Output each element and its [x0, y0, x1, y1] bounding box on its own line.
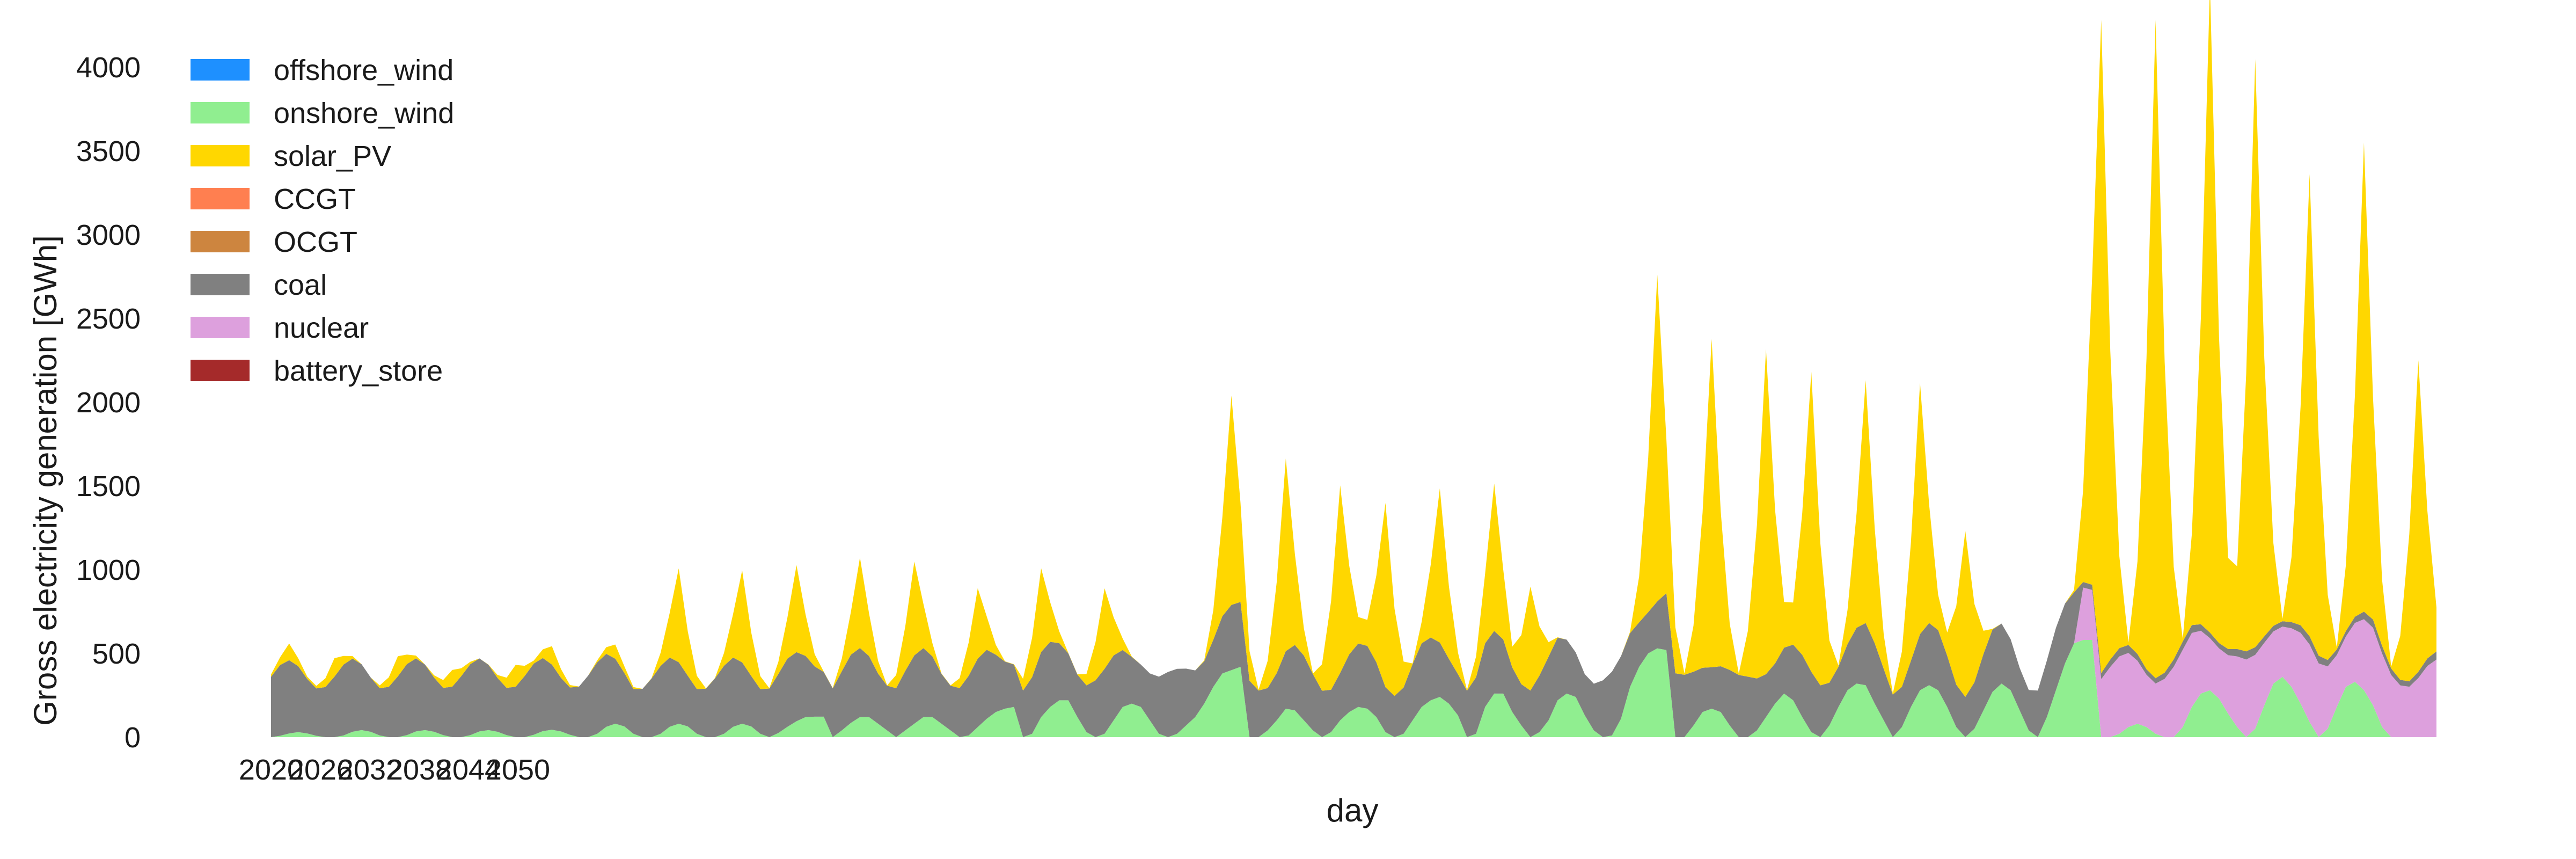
y-tick-label: 3000 [76, 219, 141, 251]
y-axis-label: Gross electricity generation [GWh] [27, 235, 63, 726]
legend-swatch [191, 231, 250, 252]
legend-label: OCGT [274, 226, 357, 258]
legend-swatch [191, 59, 250, 81]
y-tick-label: 4000 [76, 52, 141, 84]
x-tick-label: 2020 [239, 754, 303, 786]
y-tick-label: 2500 [76, 303, 141, 335]
x-tick-label: 2026 [288, 754, 353, 786]
area-coal [271, 582, 2436, 737]
x-tick-label: 2032 [338, 754, 402, 786]
legend-label: CCGT [274, 183, 356, 215]
legend-swatch [191, 360, 250, 381]
x-tick-label: 2050 [486, 754, 550, 786]
legend-swatch [191, 102, 250, 123]
legend-label: nuclear [274, 312, 369, 344]
y-tick-label: 1000 [76, 554, 141, 586]
legend: offshore_wind onshore_wind solar_PV CCGT OCG… [191, 54, 454, 387]
legend-label: onshore_wind [274, 97, 454, 129]
x-tick-label: 2044 [436, 754, 501, 786]
stacked-areas [271, 0, 2436, 737]
x-axis-label: day [1327, 792, 1379, 828]
legend-label: solar_PV [274, 140, 391, 172]
legend-label: coal [274, 269, 327, 301]
y-tick-label: 3500 [76, 135, 141, 168]
y-tick-label: 500 [92, 638, 141, 670]
legend-swatch [191, 145, 250, 166]
legend-label: battery_store [274, 355, 443, 387]
legend-label: offshore_wind [274, 54, 453, 86]
area-onshore-wind [271, 640, 2436, 737]
x-tick-label: 2038 [387, 754, 451, 786]
legend-swatch [191, 274, 250, 295]
legend-swatch [191, 317, 250, 338]
y-tick-label: 2000 [76, 387, 141, 419]
y-axis-ticks: 0 500 1000 1500 2000 2500 3000 3500 4000 [76, 52, 141, 754]
y-tick-label: 1500 [76, 470, 141, 503]
y-tick-label: 0 [125, 722, 141, 754]
legend-swatch [191, 188, 250, 209]
area-solar-PV [271, 0, 2436, 697]
